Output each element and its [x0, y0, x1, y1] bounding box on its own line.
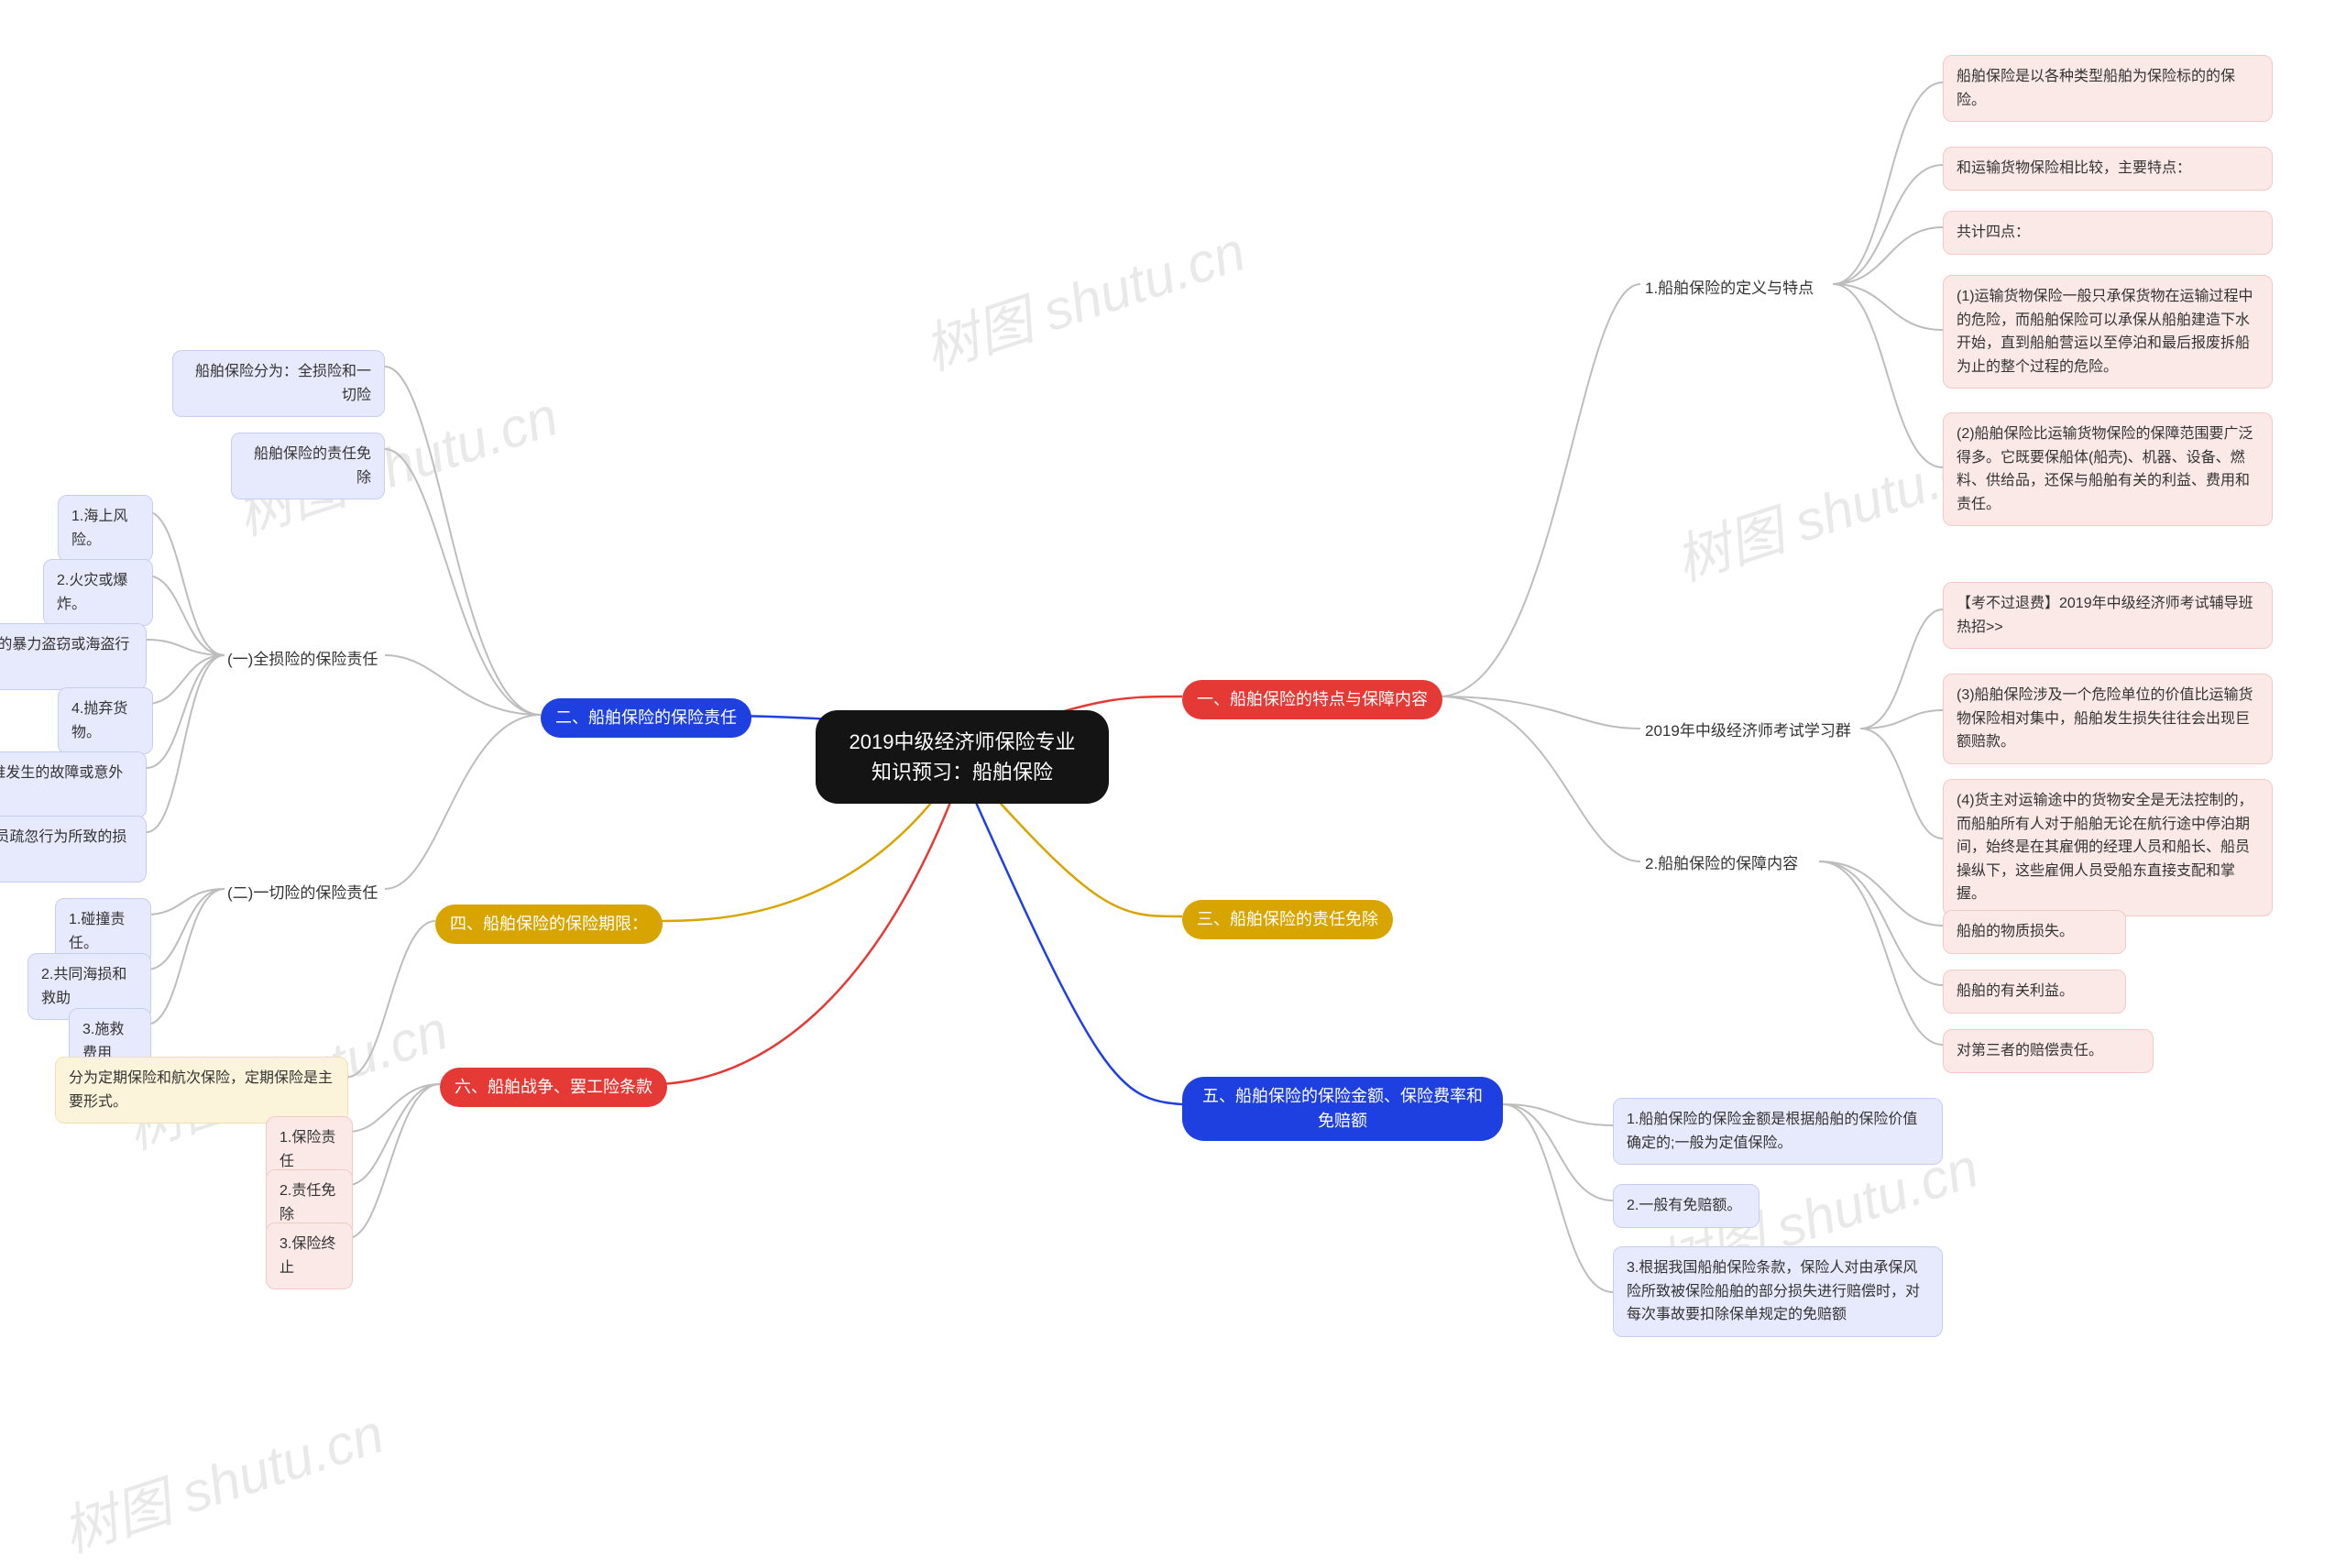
b2-s1-leaf-4: 5.核装置或核反应堆发生的故障或意外事故。 — [0, 751, 147, 818]
b2-s1-leaf-2: 3.来自船外的暴力盗窃或海盗行为。 — [0, 623, 147, 690]
root-node: 2019中级经济师保险专业 知识预习：船舶保险 — [816, 710, 1109, 804]
b1-s1-leaf-0: 船舶保险是以各种类型船舶为保险标的的保险。 — [1943, 55, 2273, 122]
watermark: 树图 shutu.cn — [912, 207, 1254, 386]
b1-s1-leaf-3: (1)运输货物保险一般只承保货物在运输过程中的危险，而船舶保险可以承保从船舶建造… — [1943, 275, 2273, 389]
b1-s1-leaf-2: 共计四点： — [1943, 211, 2273, 255]
b5-leaf-1: 2.一般有免赔额。 — [1613, 1184, 1760, 1228]
b1-s1-leaf-1: 和运输货物保险相比较，主要特点： — [1943, 147, 2273, 191]
root-line2: 知识预习：船舶保险 — [850, 757, 1076, 787]
b2-s1-leaf-1: 2.火灾或爆炸。 — [43, 559, 153, 626]
branch-4: 四、船舶保险的保险期限： — [435, 905, 663, 944]
branch-1: 一、船舶保险的特点与保障内容 — [1182, 680, 1442, 719]
b2-topleaf-0: 船舶保险分为：全损险和一切险 — [172, 350, 385, 417]
branch-3: 三、船舶保险的责任免除 — [1182, 900, 1393, 939]
b1-s3-leaf-2: 对第三者的赔偿责任。 — [1943, 1029, 2154, 1073]
b2-s1-leaf-0: 1.海上风险。 — [58, 495, 153, 562]
root-line1: 2019中级经济师保险专业 — [850, 727, 1076, 757]
watermark: 树图 shutu.cn — [50, 1389, 392, 1568]
b2-topleaf-1: 船舶保险的责任免除 — [231, 433, 385, 499]
branch-2-sub-2: (二)一切险的保险责任 — [227, 880, 378, 903]
branch-1-sub-1: 1.船舶保险的定义与特点 — [1645, 275, 1814, 298]
branch-2: 二、船舶保险的保险责任 — [541, 698, 751, 738]
branch-5: 五、船舶保险的保险金额、保险费率和免赔额 — [1182, 1077, 1503, 1141]
b6-leaf-2: 3.保险终止 — [266, 1223, 353, 1289]
b5-leaf-2: 3.根据我国船舶保险条款，保险人对由承保风险所致被保险船舶的部分损失进行赔偿时，… — [1613, 1246, 1943, 1337]
b1-s2-leaf-2: (4)货主对运输途中的货物安全是无法控制的，而船舶所有人对于船舶无论在航行途中停… — [1943, 779, 2273, 916]
branch-1-sub-3: 2.船舶保险的保障内容 — [1645, 850, 1798, 873]
branch-2-sub-1: (一)全损险的保险责任 — [227, 646, 378, 669]
b1-s2-leaf-0: 【考不过退费】2019年中级经济师考试辅导班热招>> — [1943, 582, 2273, 649]
b5-leaf-0: 1.船舶保险的保险金额是根据船舶的保险价值确定的;一般为定值保险。 — [1613, 1098, 1943, 1165]
b1-s3-leaf-1: 船舶的有关利益。 — [1943, 970, 2126, 1014]
b1-s3-leaf-0: 船舶的物质损失。 — [1943, 910, 2126, 954]
b1-s1-leaf-4: (2)船舶保险比运输货物保险的保障范围要广泛得多。它既要保船体(船壳)、机器、设… — [1943, 412, 2273, 526]
b1-s2-leaf-1: (3)船舶保险涉及一个危险单位的价值比运输货物保险相对集中，船舶发生损失往往会出… — [1943, 674, 2273, 764]
branch-6: 六、船舶战争、罢工险条款 — [440, 1068, 667, 1107]
b2-s1-leaf-3: 4.抛弃货物。 — [58, 687, 153, 754]
b4-leaf-0: 分为定期保险和航次保险，定期保险是主要形式。 — [55, 1057, 348, 1124]
b2-s1-leaf-5: 6.船员疏忽行为所致的损失。 — [0, 816, 147, 883]
branch-1-sub-2: 2019年中级经济师考试学习群 — [1645, 718, 1851, 740]
